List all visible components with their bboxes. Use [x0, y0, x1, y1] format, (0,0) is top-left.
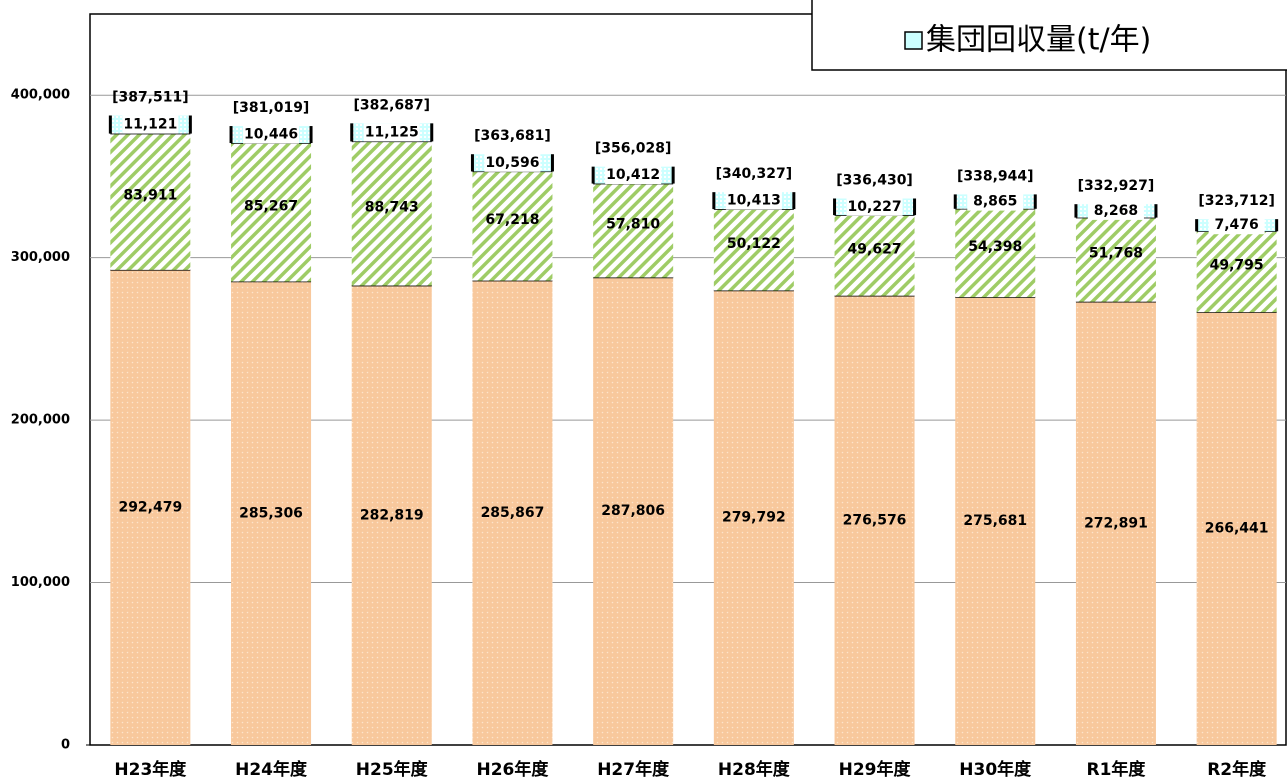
value-label: 49,627	[848, 241, 902, 257]
value-label: 266,441	[1205, 521, 1269, 537]
value-label: 285,306	[239, 505, 303, 521]
value-label: 10,227	[848, 199, 902, 215]
x-tick-label: H24年度	[235, 759, 308, 780]
value-label: 50,122	[727, 236, 781, 252]
y-tick-label: 0	[61, 738, 70, 753]
value-label: 10,413	[727, 193, 781, 209]
value-label: 287,806	[601, 503, 665, 519]
bar-segment	[593, 183, 674, 278]
value-label: 83,911	[123, 188, 177, 204]
total-label: [382,687]	[353, 97, 430, 113]
x-tick-label: R1年度	[1086, 759, 1146, 780]
total-label: [356,028]	[595, 141, 672, 157]
value-label: 275,681	[963, 513, 1027, 529]
x-tick-label: H26年度	[477, 759, 550, 780]
bar-segment	[834, 215, 915, 296]
value-label: 10,412	[606, 167, 660, 183]
label-bg	[605, 166, 662, 185]
bar-segment	[834, 295, 915, 745]
value-label: 67,218	[485, 212, 539, 228]
value-label: 282,819	[360, 507, 424, 523]
value-label: 7,476	[1215, 217, 1259, 233]
label-bg	[725, 191, 782, 210]
bar-segment	[955, 208, 1036, 298]
bar-segment	[593, 277, 674, 745]
total-label: [340,327]	[716, 166, 793, 182]
value-label: 54,398	[968, 239, 1022, 255]
value-label: 8,268	[1094, 203, 1138, 219]
total-label: [387,511]	[112, 90, 189, 106]
total-label: [363,681]	[474, 128, 551, 144]
legend-label: 集団回収量(t/年)	[926, 23, 1151, 58]
value-label: 8,865	[973, 194, 1017, 210]
x-tick-label: H25年度	[356, 759, 429, 780]
y-tick-label: 100,000	[11, 575, 70, 590]
label-bg	[122, 115, 179, 134]
value-label: 11,121	[123, 117, 177, 133]
legend-box	[811, 0, 1287, 71]
total-label: [338,944]	[957, 168, 1034, 184]
y-tick-label: 200,000	[11, 413, 70, 428]
bar-segment	[1196, 312, 1277, 745]
value-label: 272,891	[1084, 515, 1148, 531]
bar-segment	[955, 297, 1036, 745]
value-label: 49,795	[1210, 258, 1264, 274]
y-tick-label: 300,000	[11, 250, 70, 265]
value-label: 292,479	[118, 499, 182, 515]
label-bg	[484, 153, 541, 172]
bar-segment	[1196, 231, 1277, 313]
value-label: 85,267	[244, 198, 298, 214]
bar-segment	[713, 290, 794, 745]
bar-segment	[110, 269, 191, 745]
total-label: [323,712]	[1198, 193, 1275, 209]
bar-segment	[351, 141, 432, 286]
value-label: 88,743	[365, 199, 419, 215]
total-label: [332,927]	[1078, 178, 1155, 194]
label-bg	[1208, 216, 1265, 235]
label-bg	[363, 123, 420, 142]
total-label: [381,019]	[233, 100, 310, 116]
plot-frame	[89, 13, 1287, 746]
x-tick-label: H29年度	[839, 759, 912, 780]
x-tick-label: R2年度	[1207, 759, 1267, 780]
legend-swatch	[904, 31, 923, 50]
bar-segment	[231, 281, 312, 745]
bar-segment	[1075, 217, 1156, 302]
value-label: 51,768	[1089, 246, 1143, 262]
x-tick-label: H27年度	[597, 759, 670, 780]
value-label: 10,446	[244, 127, 298, 143]
bar-segment	[713, 209, 794, 291]
x-tick-label: H30年度	[959, 759, 1032, 780]
value-label: 276,576	[843, 512, 907, 528]
bar-segment	[231, 143, 312, 282]
value-label: 11,125	[365, 124, 419, 140]
label-bg	[967, 192, 1024, 211]
total-label: [336,430]	[836, 172, 913, 188]
value-label: 10,596	[485, 155, 539, 171]
bar-segment	[472, 280, 553, 745]
value-label: 279,792	[722, 510, 786, 526]
label-bg	[243, 125, 300, 144]
label-bg	[846, 197, 903, 216]
label-bg	[1087, 201, 1144, 220]
value-label: 57,810	[606, 217, 660, 233]
y-tick-label: 400,000	[11, 88, 70, 103]
bar-segment	[1075, 301, 1156, 745]
bar-segment	[472, 171, 553, 281]
x-tick-label: H28年度	[718, 759, 791, 780]
x-tick-label: H23年度	[114, 759, 187, 780]
value-label: 285,867	[481, 505, 545, 521]
bar-segment	[110, 133, 191, 270]
bar-segment	[351, 285, 432, 745]
